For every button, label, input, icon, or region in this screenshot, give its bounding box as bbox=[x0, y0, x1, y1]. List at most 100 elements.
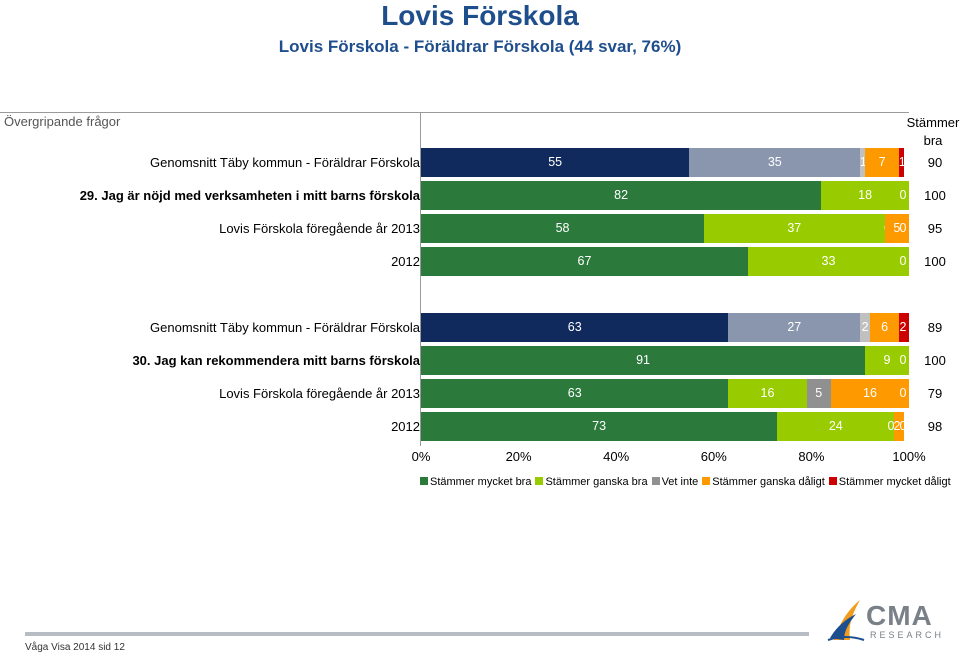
legend-swatch bbox=[651, 477, 660, 485]
bar-segment-ganska-bra bbox=[747, 247, 909, 276]
data-label: 2 bbox=[861, 320, 869, 334]
data-label: 9 bbox=[883, 353, 891, 367]
data-label: 6 bbox=[881, 320, 889, 334]
bar-segment-ganska-daligt bbox=[884, 214, 909, 243]
data-label: 1 bbox=[898, 155, 906, 169]
bar-segment-ganska-daligt bbox=[869, 313, 900, 342]
data-label: 82 bbox=[614, 188, 629, 202]
data-label: 7 bbox=[878, 155, 886, 169]
data-label: 24 bbox=[828, 419, 843, 433]
data-label: 16 bbox=[863, 386, 877, 400]
bar-segment-ganska-bra bbox=[728, 379, 807, 408]
row-total: 100 bbox=[924, 353, 946, 368]
bar-segment-ganska-daligt bbox=[894, 412, 905, 441]
data-label: 2 bbox=[899, 320, 907, 334]
section-label: Övergripande frågor bbox=[4, 114, 121, 129]
legend-item: Stämmer ganska bra bbox=[535, 476, 648, 488]
legend-item: Stämmer ganska dåligt bbox=[702, 476, 825, 488]
legend-swatch bbox=[828, 477, 837, 485]
data-label: 27 bbox=[787, 320, 802, 334]
row-total: 90 bbox=[927, 155, 943, 170]
bar-segment-mycket-bra bbox=[421, 247, 748, 276]
data-label: 5 bbox=[815, 386, 823, 400]
data-label: 58 bbox=[555, 221, 570, 235]
bar-segment-mycket-bra bbox=[421, 148, 690, 177]
row-label: Genomsnitt Täby kommun - Föräldrar Försk… bbox=[150, 320, 420, 335]
data-label: 1 bbox=[859, 155, 867, 169]
legend-item: Vet inte bbox=[651, 476, 699, 488]
row-total: 95 bbox=[927, 221, 943, 236]
data-label: 0 bbox=[899, 188, 907, 202]
bar-segment-mycket-bra bbox=[421, 181, 822, 210]
section-divider bbox=[0, 112, 420, 113]
x-tick-label: 80% bbox=[798, 449, 825, 464]
data-label: 67 bbox=[577, 254, 592, 268]
legend-label: Stämmer ganska dåligt bbox=[712, 476, 825, 488]
bar-segment-mycket-bra bbox=[421, 214, 705, 243]
row-total: 100 bbox=[924, 254, 946, 269]
footer-divider bbox=[25, 632, 809, 636]
data-label: 5 bbox=[893, 221, 901, 235]
x-tick-label: 100% bbox=[892, 449, 926, 464]
data-label: 73 bbox=[592, 419, 607, 433]
data-label: 63 bbox=[567, 320, 582, 334]
bar-segment-ganska-daligt bbox=[865, 148, 900, 177]
bar-segment-mycket-daligt bbox=[899, 148, 905, 177]
legend-item: Stämmer mycket bra bbox=[420, 476, 531, 488]
chart-legend: Stämmer mycket bra Stämmer ganska bra Vet … bbox=[420, 476, 951, 488]
legend-label: Vet inte bbox=[661, 476, 699, 488]
row-total: 100 bbox=[924, 188, 946, 203]
data-label: 0 bbox=[899, 386, 907, 400]
data-label: 91 bbox=[636, 353, 650, 367]
page-title: Lovis Förskola bbox=[381, 0, 579, 31]
data-label: 2 bbox=[893, 419, 901, 433]
data-label: 0 bbox=[899, 353, 907, 367]
data-label: 16 bbox=[760, 386, 775, 400]
bar-segment-ganska-daligt bbox=[830, 379, 909, 408]
x-tick-label: 20% bbox=[505, 449, 532, 464]
x-tick-label: 60% bbox=[700, 449, 727, 464]
logo-name: CMA bbox=[866, 600, 933, 631]
bar-segment-ganska-bra bbox=[821, 181, 909, 210]
logo-subtitle: RESEARCH bbox=[870, 630, 945, 640]
data-label: 0 bbox=[899, 419, 907, 433]
bar-segment-vet-inte bbox=[860, 148, 866, 177]
bar-segment-ganska-bra bbox=[704, 214, 885, 243]
bar-segment-ganska-bra bbox=[728, 313, 861, 342]
data-label: 37 bbox=[787, 221, 802, 235]
data-label: 18 bbox=[858, 188, 873, 202]
footer-text: Våga Visa 2014 sid 12 bbox=[25, 642, 125, 653]
bar-segment-vet-inte bbox=[806, 379, 831, 408]
row-total: 89 bbox=[927, 320, 943, 335]
x-tick-label: 0% bbox=[411, 449, 431, 464]
legend-swatch bbox=[535, 477, 544, 485]
legend-label: Stämmer mycket dåligt bbox=[838, 476, 951, 488]
row-label: 29. Jag är nöjd med verksamheten i mitt … bbox=[79, 188, 420, 203]
data-label: 0 bbox=[887, 419, 895, 433]
row-label: 2012 bbox=[391, 254, 420, 269]
data-label: 33 bbox=[821, 254, 836, 268]
row-label: Lovis Förskola föregående år 2013 bbox=[219, 386, 420, 401]
row-label: Lovis Förskola föregående år 2013 bbox=[219, 221, 420, 236]
bar-segment-ganska-bra bbox=[777, 412, 895, 441]
column-header: Stämmer bra bbox=[906, 115, 960, 148]
row-label: Genomsnitt Täby kommun - Föräldrar Försk… bbox=[150, 155, 420, 170]
bar-segment-mycket-daligt bbox=[899, 313, 909, 342]
plot-frame bbox=[420, 112, 909, 446]
data-label: 0 bbox=[899, 254, 907, 268]
legend-swatch bbox=[420, 477, 428, 485]
bar-segment-ganska-bra bbox=[865, 346, 909, 375]
bar-segment-mycket-bra bbox=[421, 346, 866, 375]
legend-label: Stämmer ganska bra bbox=[545, 476, 648, 488]
bar-segment-mycket-bra bbox=[421, 313, 729, 342]
bar-segment-mycket-bra bbox=[421, 379, 729, 408]
row-label: 2012 bbox=[391, 419, 420, 434]
row-total: 79 bbox=[927, 386, 943, 401]
legend-swatch bbox=[702, 477, 711, 485]
page-subtitle: Lovis Förskola - Föräldrar Förskola (44 … bbox=[278, 37, 682, 56]
bar-segment-ganska-bra bbox=[689, 148, 861, 177]
row-label: 30. Jag kan rekommendera mitt barns förs… bbox=[132, 353, 420, 368]
data-label: 35 bbox=[767, 155, 782, 169]
cma-logo-icon bbox=[827, 600, 865, 641]
legend-label: Stämmer mycket bra bbox=[430, 476, 532, 488]
